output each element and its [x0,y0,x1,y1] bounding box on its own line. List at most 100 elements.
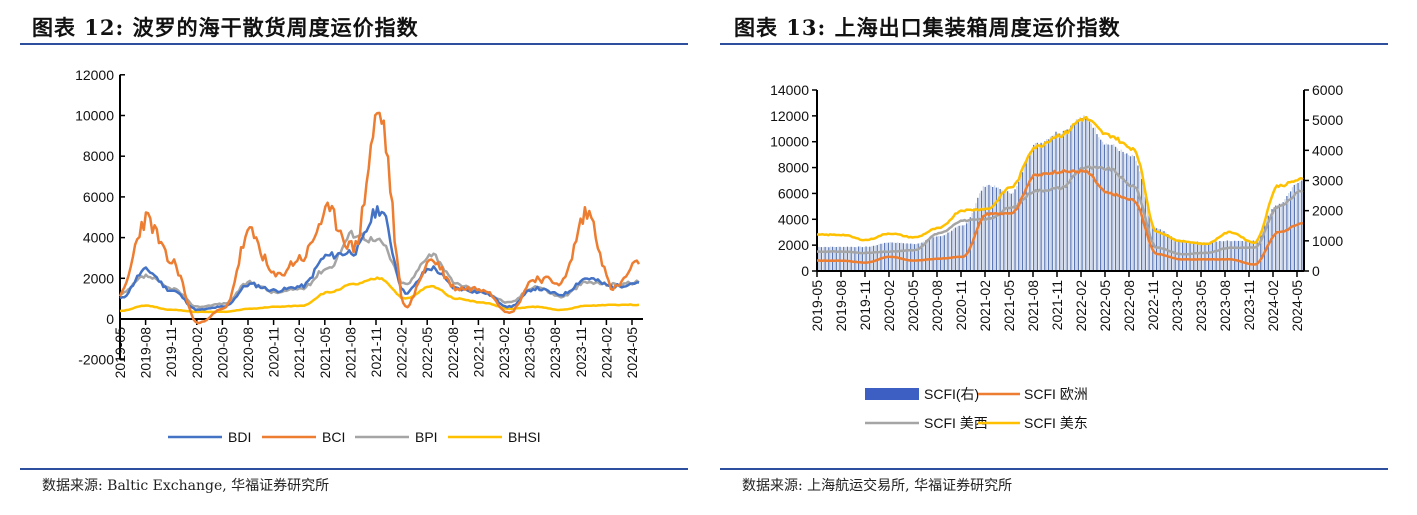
svg-text:BCI: BCI [322,429,345,445]
x-tick-label: 2024-02 [598,327,614,379]
svg-text:SCFI 欧洲: SCFI 欧洲 [1024,386,1088,402]
right-right-y-axis: 0 1000 2000 3000 4000 5000 6000 [1303,82,1343,279]
line-bci [118,111,641,325]
left-y-axis: -2000 0 2000 4000 6000 8000 10000 12000 [75,67,125,368]
x-tick-label: 2019-08 [833,280,849,332]
line-scfi-europe [817,168,1304,266]
legend-item-bdi: BDI [168,429,251,445]
y-tick-label: 12000 [75,67,114,83]
right-x-axis: 2019-05 2019-08 2019-11 2020-02 2020-05 2020-… [809,270,1305,332]
x-tick-label: 2023-02 [496,327,512,379]
y-tick-label: 2000 [778,237,809,253]
x-tick-label: 2023-05 [522,327,538,379]
y-tick-label: 6000 [778,185,809,201]
x-tick-label: 2019-05 [112,327,128,379]
y-tick-label: 0 [106,311,114,327]
x-tick-label: 2023-02 [1169,280,1185,332]
line-scfi-use [816,115,1304,246]
y-tick-label: 0 [801,263,809,279]
left-chart-title: 图表 12: 波罗的海干散货周度运价指数 [32,15,419,40]
y-tick-label: 4000 [778,211,809,227]
x-tick-label: 2021-05 [1001,280,1017,332]
x-tick-label: 2022-08 [445,327,461,379]
y-tick-label: 4000 [83,230,114,246]
left-chart: -2000 0 2000 4000 6000 8000 10000 12000 2019-05… [75,67,643,445]
y-tick-label: 2000 [83,270,114,286]
y-tick-label: 8000 [778,160,809,176]
right-legend: SCFI(右) SCFI 欧洲 SCFI 美西 SCFI 美东 [865,386,1088,431]
x-tick-label: 2022-11 [470,327,486,378]
left-title-rule [20,43,688,45]
x-tick-label: 2021-02 [977,280,993,332]
y-tick-label: 10000 [75,108,114,124]
right-left-y-axis: 0 2000 4000 6000 8000 10000 12000 14000 [770,82,818,279]
x-tick-label: 2023-11 [573,327,589,378]
x-tick-label: 2023-05 [1193,280,1209,332]
x-tick-label: 2021-11 [1049,280,1065,331]
x-tick-label: 2022-05 [419,327,435,379]
right-source-rule [720,468,1388,470]
svg-text:BHSI: BHSI [508,429,541,445]
legend-item-scfi-right: SCFI(右) [865,386,979,402]
right-chart: 0 2000 4000 6000 8000 10000 12000 14000 0 1000 20… [770,82,1343,431]
left-legend: BDI BCI BPI BHSI [168,429,541,445]
x-tick-label: 2020-05 [905,280,921,332]
line-bpi [119,229,640,309]
x-tick-label: 2024-02 [1265,280,1281,332]
x-tick-label: 2024-05 [624,327,640,379]
x-tick-label: 2022-02 [394,327,410,379]
right-title-rule [720,43,1388,45]
svg-text:SCFI(右): SCFI(右) [924,386,979,402]
line-bdi [119,205,640,312]
x-tick-label: 2019-05 [809,280,825,332]
x-tick-label: 2019-11 [857,280,873,331]
x-tick-label: 2022-08 [1121,280,1137,332]
x-tick-label: 2021-02 [291,327,307,379]
legend-item-bpi: BPI [355,429,438,445]
y2-tick-label: 1000 [1312,233,1343,249]
svg-text:BDI: BDI [228,429,251,445]
x-tick-label: 2021-11 [368,327,384,378]
y-tick-label: 14000 [770,82,809,98]
x-tick-label: 2019-11 [163,327,179,378]
x-tick-label: 2020-02 [881,280,897,332]
right-bars [817,115,1303,272]
left-plot-lines [118,111,641,325]
right-chart-title: 图表 13: 上海出口集装箱周度运价指数 [734,15,1121,40]
y2-tick-label: 5000 [1312,112,1343,128]
left-source-rule [20,468,688,470]
x-tick-label: 2020-05 [214,327,230,379]
x-tick-label: 2020-11 [266,327,282,378]
y-tick-label: 12000 [770,108,809,124]
y-tick-label: 8000 [83,148,114,164]
line-bhsi [119,276,640,314]
svg-text:SCFI 美西: SCFI 美西 [924,415,988,431]
x-tick-label: 2019-08 [138,327,154,379]
x-tick-label: 2020-08 [929,280,945,332]
legend-item-bhsi: BHSI [448,429,541,445]
svg-text:SCFI 美东: SCFI 美东 [1024,415,1088,431]
right-plot-lines [816,115,1304,266]
x-tick-label: 2021-05 [317,327,333,379]
y-tick-label: 10000 [770,134,809,150]
legend-item-scfi-europe: SCFI 欧洲 [978,386,1088,402]
y-tick-label: -2000 [78,352,114,368]
x-tick-label: 2023-08 [547,327,563,379]
y2-tick-label: 2000 [1312,203,1343,219]
legend-item-scfi-usw: SCFI 美西 [865,415,988,431]
legend-item-bci: BCI [262,429,345,445]
x-tick-label: 2023-11 [1241,280,1257,331]
y2-tick-label: 4000 [1312,142,1343,158]
y-tick-label: 6000 [83,189,114,205]
legend-item-scfi-use: SCFI 美东 [978,415,1088,431]
x-tick-label: 2022-05 [1097,280,1113,332]
x-tick-label: 2024-05 [1289,280,1305,332]
x-tick-label: 2022-02 [1073,280,1089,332]
right-source-text: 数据来源: 上海航运交易所, 华福证券研究所 [742,478,1013,494]
x-tick-label: 2020-02 [189,327,205,379]
y2-tick-label: 0 [1312,263,1320,279]
left-source-text: 数据来源: Baltic Exchange, 华福证券研究所 [42,478,330,494]
x-tick-label: 2021-08 [342,327,358,379]
y2-tick-label: 6000 [1312,82,1343,98]
x-tick-label: 2020-08 [240,327,256,379]
